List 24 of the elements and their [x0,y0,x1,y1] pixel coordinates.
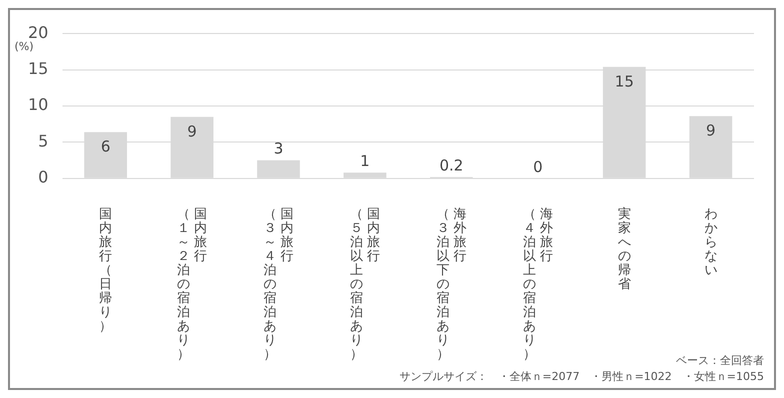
category-label: 国内旅行（１～２泊の宿泊あり） [177,207,208,362]
data-label: 1 [360,152,370,170]
x-tick-label: 実家への帰省 [617,207,632,292]
text: ベース：全回答者 [676,353,764,368]
data-label: 0.2 [439,156,464,174]
category-label: 国内旅行（日帰り） [99,207,112,334]
data-label: 6 [100,137,110,156]
x-tick-label: わからない [704,207,718,278]
data-label: 9 [187,122,197,140]
data-label: 15 [614,72,634,90]
category-label: 国内旅行（３～４泊の宿泊あり） [263,207,294,362]
data-label: 3 [274,140,284,158]
data-label: 0 [533,158,543,176]
data-label: 9 [706,122,716,140]
y-tick-label: 5 [38,131,48,150]
category-label: 海外旅行（４泊以上の宿泊あり） [522,207,553,362]
y-tick-label: 10 [28,95,48,114]
category-label: 海外旅行（３泊以下の宿泊あり） [436,207,466,362]
text: サンプルサイズ： ・全体ｎ=2077 ・男性ｎ=1022 ・女性ｎ=1055 [399,369,764,384]
y-axis-title: (%) [14,40,34,53]
y-tick-label: 20 [28,22,48,42]
category-label: 国内旅行（５泊以上の宿泊あり） [350,207,380,362]
y-tick-label: 0 [38,168,48,187]
y-tick-label: 15 [28,58,48,78]
